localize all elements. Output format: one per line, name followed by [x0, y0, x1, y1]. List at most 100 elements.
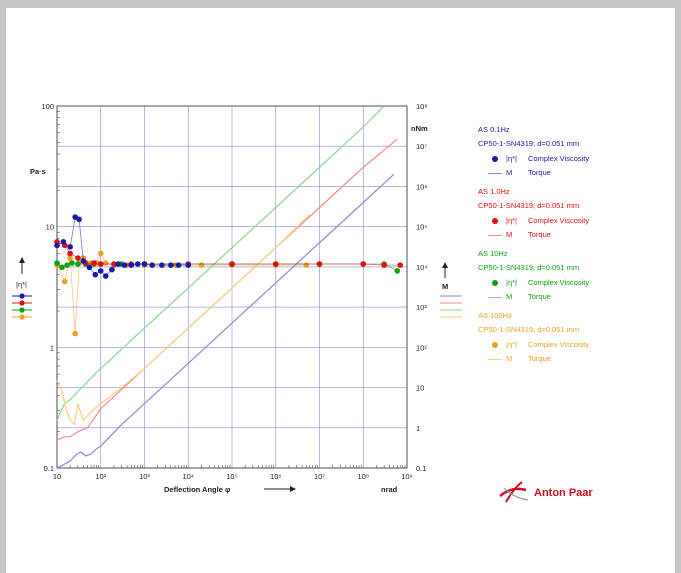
- y2-tick-label: 10⁴: [416, 263, 428, 272]
- legend-viscosity-symbol: |η*|: [506, 154, 517, 163]
- viscosity-point: [67, 255, 73, 261]
- legend-measuring-system: CP50-1-SN4319; d=0.051 mm: [478, 263, 580, 272]
- viscosity-point: [80, 258, 87, 264]
- torque-line: [56, 214, 311, 426]
- viscosity-point: [185, 262, 192, 268]
- viscosity-point: [394, 268, 401, 274]
- y-tick-label: 0.1: [44, 464, 54, 473]
- left-key-marker: [19, 293, 25, 299]
- y2-tick-label: 10⁷: [416, 142, 427, 151]
- viscosity-point: [397, 262, 404, 268]
- y2-tick-label: 0.1: [416, 464, 426, 473]
- x-axis-unit: nrad: [381, 485, 398, 494]
- viscosity-point: [97, 250, 104, 257]
- legend-marker-icon: [484, 278, 506, 287]
- viscosity-point: [60, 238, 67, 245]
- viscosity-point: [75, 255, 81, 261]
- x-tick-label: 10⁴: [182, 472, 194, 481]
- viscosity-point: [168, 262, 174, 268]
- viscosity-point: [72, 330, 78, 337]
- viscosity-point: [149, 262, 156, 268]
- legend-viscosity-row: |η*| Complex Viscosity: [484, 216, 589, 225]
- left-key-marker: [19, 314, 25, 320]
- legend-group-title: AS 100Hz: [478, 311, 512, 320]
- legend-viscosity-row: |η*| Complex Viscosity: [484, 340, 589, 349]
- viscosity-point: [316, 261, 323, 267]
- legend-viscosity-row: |η*| Complex Viscosity: [484, 278, 589, 287]
- x-tick-label: 10³: [139, 472, 150, 481]
- viscosity-point: [69, 260, 75, 266]
- legend-viscosity-symbol: |η*|: [506, 340, 517, 349]
- x-tick-label: 10²: [95, 472, 106, 481]
- viscosity-point: [59, 264, 65, 271]
- y-tick-label: 1: [50, 343, 54, 352]
- viscosity-point: [111, 261, 117, 267]
- legend-torque-name: Torque: [528, 168, 551, 177]
- viscosity-point: [91, 260, 97, 266]
- x-tick-label: 10⁸: [357, 472, 369, 481]
- legend-torque-symbol: M: [506, 230, 513, 239]
- viscosity-point: [76, 216, 82, 223]
- y2-tick-label: 10³: [416, 303, 427, 312]
- legend-viscosity-row: |η*| Complex Viscosity: [484, 154, 589, 163]
- viscosity-point: [92, 271, 99, 278]
- viscosity-line: [56, 252, 307, 334]
- viscosity-point: [381, 262, 387, 268]
- viscosity-point: [121, 262, 128, 268]
- torque-line: [56, 173, 395, 469]
- right-axis-symbol: M: [442, 282, 448, 291]
- viscosity-point: [272, 261, 279, 267]
- right-axis-arrowhead-icon: [442, 262, 448, 268]
- y2-tick-label: 10⁶: [416, 182, 427, 191]
- viscosity-point: [159, 262, 165, 268]
- x-tick-label: 10⁵: [226, 472, 237, 481]
- x-tick-label: 10: [53, 472, 61, 481]
- legend-group-title: AS 1.0Hz: [478, 187, 510, 196]
- y2-tick-label: 1: [416, 424, 420, 433]
- viscosity-point: [97, 261, 104, 267]
- x-axis-label: Deflection Angle φ: [164, 485, 231, 494]
- legend-torque-name: Torque: [528, 230, 551, 239]
- legend-torque-name: Torque: [528, 292, 551, 301]
- left-axis-label: Pa·s: [30, 167, 46, 176]
- viscosity-point: [54, 242, 60, 249]
- anton-paar-logo: Anton Paar: [496, 478, 626, 510]
- right-axis-label: nNm: [411, 124, 428, 133]
- legend-measuring-system: CP50-1-SN4319; d=0.051 mm: [478, 201, 580, 210]
- x-axis-arrowhead-icon: [290, 486, 296, 492]
- viscosity-point: [115, 261, 121, 267]
- legend-viscosity-name: Complex Viscosity: [528, 154, 590, 163]
- y2-tick-label: 10⁸: [416, 102, 428, 111]
- legend-line-icon: [484, 292, 506, 301]
- viscosity-point: [175, 262, 182, 268]
- viscosity-point: [109, 266, 115, 273]
- legend-viscosity-symbol: |η*|: [506, 216, 517, 225]
- viscosity-point: [75, 261, 81, 267]
- viscosity-point: [360, 261, 367, 267]
- viscosity-point: [303, 262, 310, 268]
- plot-frame: [56, 105, 408, 469]
- viscosity-point: [54, 260, 60, 266]
- legend-line-icon: [484, 168, 506, 177]
- legend-measuring-system: CP50-1-SN4319; d=0.051 mm: [478, 325, 580, 334]
- rheology-chart: 10 10² 10³ 10⁴ 10⁵ 10⁶ 10⁷ 10⁸ 10⁹0.11101000.111…: [12, 102, 462, 494]
- anton-paar-logo-mark-icon: [499, 481, 529, 503]
- y2-tick-label: 10⁵: [416, 223, 427, 232]
- legend-viscosity-name: Complex Viscosity: [528, 216, 590, 225]
- legend-group-title: AS 0.1Hz: [478, 125, 510, 134]
- legend-viscosity-name: Complex Viscosity: [528, 278, 590, 287]
- viscosity-point: [61, 278, 68, 285]
- legend-line-icon: [484, 230, 506, 239]
- y-tick-label: 10: [46, 223, 54, 232]
- legend-torque-symbol: M: [506, 292, 513, 301]
- legend-viscosity-name: Complex Viscosity: [528, 340, 590, 349]
- viscosity-point: [86, 264, 93, 271]
- brand-name: Anton Paar: [534, 487, 593, 499]
- legend-torque-row: M Torque: [484, 354, 551, 363]
- left-axis-arrowhead-icon: [19, 257, 25, 263]
- viscosity-point: [102, 273, 109, 279]
- legend-group-title: AS 10Hz: [478, 249, 508, 258]
- viscosity-point: [97, 268, 104, 274]
- viscosity-point: [128, 262, 135, 268]
- viscosity-point: [141, 261, 148, 267]
